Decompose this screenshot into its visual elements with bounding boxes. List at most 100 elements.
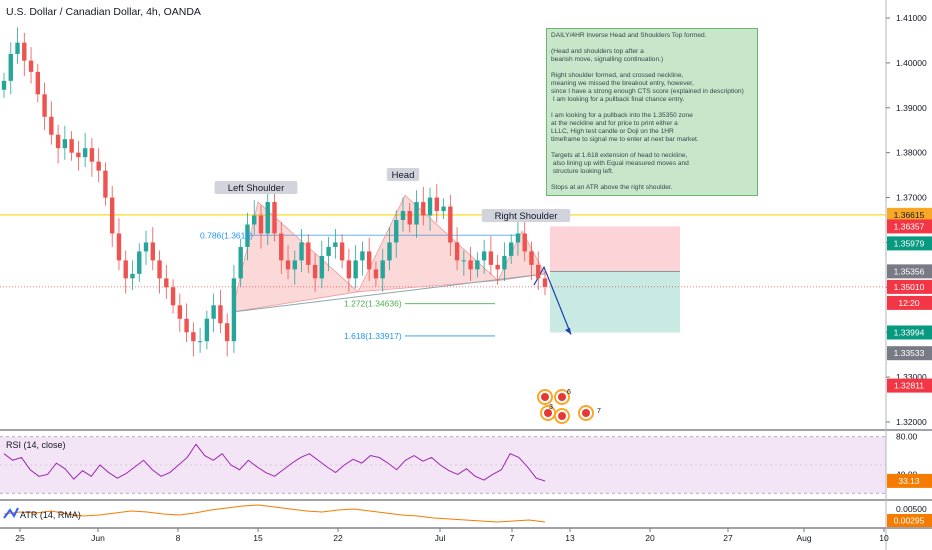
candle[interactable]	[495, 264, 500, 270]
x-tick-label[interactable]: Aug	[796, 533, 811, 543]
candle[interactable]	[454, 242, 460, 261]
x-tick-label[interactable]: 10	[879, 533, 889, 543]
candle[interactable]	[224, 323, 230, 342]
price-label[interactable]: 1.33533	[894, 348, 925, 358]
candle[interactable]	[170, 287, 176, 306]
candle[interactable]	[238, 246, 243, 279]
y-tick-label[interactable]: 1.32000	[896, 417, 927, 427]
candle[interactable]	[441, 206, 446, 212]
candle[interactable]	[434, 197, 439, 212]
candle[interactable]	[481, 251, 487, 261]
candle[interactable]	[35, 71, 41, 95]
time-axis[interactable]: 25 Jun 8 15 22 Jul 7 13 20 27 Aug 10	[15, 528, 889, 543]
candle[interactable]	[427, 197, 433, 216]
candle[interactable]	[184, 318, 189, 333]
candle[interactable]	[346, 260, 352, 279]
candle[interactable]	[110, 197, 115, 234]
atr-value-label[interactable]: 0.00295	[894, 516, 925, 526]
rsi-label[interactable]: RSI (14, close)	[6, 440, 66, 450]
candle[interactable]	[306, 242, 311, 265]
candle[interactable]	[137, 251, 142, 274]
x-tick-label[interactable]: 13	[565, 533, 575, 543]
rsi-value-label[interactable]: 33.13	[898, 476, 920, 486]
candle[interactable]	[211, 305, 216, 319]
candle[interactable]	[394, 220, 399, 243]
rsi-line[interactable]	[3, 443, 546, 482]
head-label[interactable]: Head	[392, 170, 415, 181]
analysis-note[interactable]: DAILY/4HR Inverse Head and Shoulders Top…	[546, 28, 758, 196]
candle[interactable]	[28, 60, 34, 72]
candle[interactable]	[89, 148, 95, 162]
x-tick-label[interactable]: 20	[645, 533, 655, 543]
price-label[interactable]: 1.36615	[894, 210, 925, 220]
candle[interactable]	[366, 251, 372, 270]
candle[interactable]	[82, 148, 88, 158]
price-axis[interactable]: 1.410001.400001.390001.380001.370001.360…	[885, 0, 932, 550]
candle[interactable]	[319, 255, 325, 279]
atr-tick-label[interactable]: 0.00500	[896, 504, 927, 514]
fib-1618-label[interactable]: 1.618(1.33917)	[344, 331, 402, 341]
candle[interactable]	[468, 260, 473, 270]
candles[interactable]	[1, 27, 548, 357]
candle[interactable]	[522, 233, 527, 252]
candle[interactable]	[42, 94, 47, 117]
candle[interactable]	[123, 260, 128, 279]
x-tick-label[interactable]: 27	[723, 533, 733, 543]
y-tick-label[interactable]: 1.37000	[896, 193, 927, 203]
candle[interactable]	[400, 211, 406, 220]
atr-label[interactable]: ATR (14, RMA)	[20, 510, 81, 520]
candle[interactable]	[1, 80, 7, 90]
candle[interactable]	[76, 152, 81, 158]
candle[interactable]	[353, 260, 358, 279]
candle[interactable]	[15, 42, 20, 54]
candle[interactable]	[326, 246, 331, 256]
candle[interactable]	[488, 251, 494, 265]
x-tick-label[interactable]: 7	[510, 533, 515, 543]
x-tick-label[interactable]: 15	[253, 533, 263, 543]
atr-line[interactable]	[3, 504, 546, 523]
candle[interactable]	[130, 273, 135, 279]
candle[interactable]	[191, 332, 196, 342]
candle[interactable]	[272, 202, 277, 234]
candle[interactable]	[508, 242, 514, 256]
x-tick-label[interactable]: 25	[15, 533, 25, 543]
candle[interactable]	[204, 318, 210, 342]
candle[interactable]	[22, 42, 27, 61]
candle[interactable]	[312, 264, 318, 279]
candle[interactable]	[380, 260, 385, 279]
candle[interactable]	[218, 305, 223, 324]
price-label[interactable]: 12:20	[898, 298, 920, 308]
x-tick-label[interactable]: Jun	[91, 533, 105, 543]
candle[interactable]	[502, 255, 507, 270]
candle[interactable]	[96, 161, 101, 171]
candle[interactable]	[103, 170, 108, 198]
fib-0786-label[interactable]: 0.786(1.3616)	[200, 230, 253, 240]
candle[interactable]	[515, 233, 521, 243]
price-label[interactable]: 1.35979	[894, 238, 925, 248]
candle[interactable]	[164, 278, 169, 288]
candle[interactable]	[373, 269, 379, 279]
candle[interactable]	[231, 278, 237, 342]
candle[interactable]	[292, 260, 297, 270]
annotations[interactable]: Left Shoulder Head Right Shoulder 0.786(1.3…	[200, 168, 601, 424]
y-tick-label[interactable]: 1.40000	[896, 58, 927, 68]
candle[interactable]	[245, 224, 250, 247]
candle[interactable]	[387, 242, 392, 261]
candle[interactable]	[150, 242, 155, 261]
candle[interactable]	[157, 260, 162, 279]
candle[interactable]	[448, 206, 453, 243]
y-tick-label[interactable]: 1.33000	[896, 372, 927, 382]
candle[interactable]	[360, 251, 365, 261]
candle[interactable]	[177, 305, 183, 319]
price-label[interactable]: 1.35010	[894, 282, 925, 292]
x-tick-label[interactable]: 8	[176, 533, 181, 543]
y-tick-label[interactable]: 1.39000	[896, 103, 927, 113]
candle[interactable]	[475, 260, 480, 270]
x-tick-label[interactable]: Jul	[435, 533, 446, 543]
y-tick-label[interactable]: 1.38000	[896, 148, 927, 158]
candle[interactable]	[542, 278, 548, 287]
price-label[interactable]: 1.33994	[894, 327, 925, 337]
rsi-tick-label[interactable]: 80.00	[896, 432, 918, 442]
price-label[interactable]: 1.36357	[894, 221, 925, 231]
